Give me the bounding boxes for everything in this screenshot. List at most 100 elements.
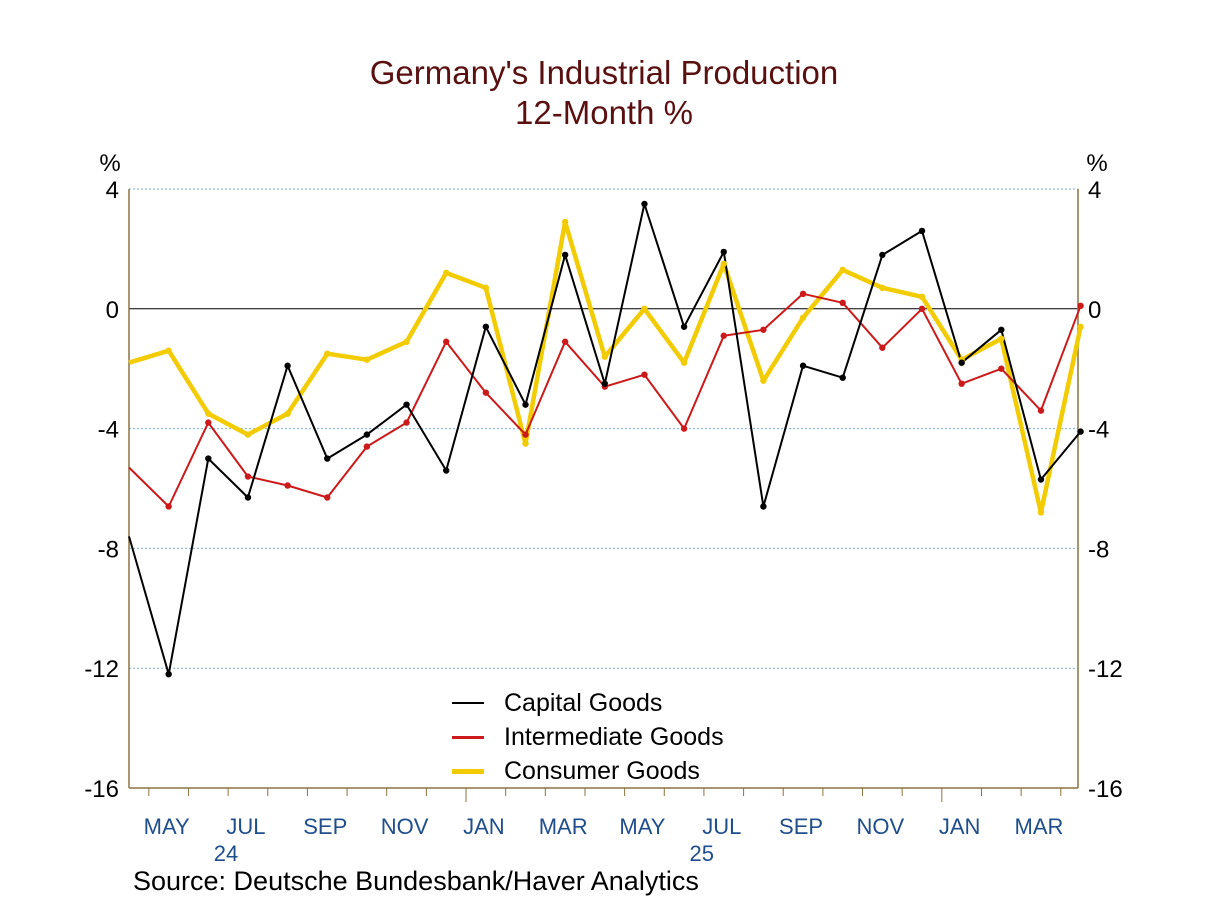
data-point-intermediate-goods bbox=[522, 431, 529, 438]
data-point-intermediate-goods bbox=[284, 482, 291, 489]
data-point-capital-goods bbox=[601, 380, 608, 387]
data-point-capital-goods bbox=[799, 362, 807, 369]
data-point-capital-goods bbox=[482, 323, 490, 330]
data-point-consumer-goods bbox=[879, 284, 886, 292]
legend-item-capital-goods: Capital Goods bbox=[452, 686, 724, 720]
y-unit-left: % bbox=[99, 150, 120, 177]
y-tick-label-left: -8 bbox=[98, 536, 119, 563]
data-point-capital-goods bbox=[165, 670, 172, 678]
data-point-consumer-goods bbox=[799, 314, 807, 321]
y-tick-label-right: -16 bbox=[1088, 776, 1123, 803]
data-point-consumer-goods bbox=[601, 353, 608, 360]
data-point-capital-goods bbox=[958, 359, 965, 366]
data-point-capital-goods bbox=[998, 326, 1005, 333]
data-point-consumer-goods bbox=[998, 335, 1005, 342]
data-point-capital-goods bbox=[205, 455, 212, 462]
data-point-intermediate-goods bbox=[1077, 302, 1084, 310]
legend-item-intermediate-goods: Intermediate Goods bbox=[452, 720, 724, 754]
data-point-capital-goods bbox=[641, 200, 648, 208]
data-point-intermediate-goods bbox=[561, 338, 569, 345]
data-point-consumer-goods bbox=[482, 284, 490, 292]
x-tick-label: MAR bbox=[1015, 814, 1064, 839]
legend-label-capital-goods: Capital Goods bbox=[504, 688, 663, 717]
series-line-consumer-goods bbox=[128, 219, 1083, 515]
legend-label-intermediate-goods: Intermediate Goods bbox=[504, 722, 724, 751]
data-point-capital-goods bbox=[839, 374, 846, 381]
data-point-consumer-goods bbox=[839, 266, 846, 274]
data-point-capital-goods bbox=[284, 362, 291, 369]
x-tick-label: NOV bbox=[857, 814, 905, 839]
data-point-intermediate-goods bbox=[1037, 407, 1045, 414]
legend-item-consumer-goods: Consumer Goods bbox=[452, 754, 724, 788]
x-tick-label: JUL bbox=[702, 814, 741, 839]
data-point-consumer-goods bbox=[403, 338, 410, 345]
x-tick-label: JAN bbox=[939, 814, 981, 839]
data-point-intermediate-goods bbox=[205, 419, 212, 426]
data-point-consumer-goods bbox=[324, 350, 331, 357]
data-point-capital-goods bbox=[324, 455, 331, 462]
data-point-intermediate-goods bbox=[720, 332, 727, 339]
legend-label-consumer-goods: Consumer Goods bbox=[504, 756, 700, 785]
y-unit-right: % bbox=[1086, 150, 1107, 177]
data-point-consumer-goods bbox=[443, 269, 450, 277]
data-point-capital-goods bbox=[1077, 428, 1084, 435]
data-point-capital-goods bbox=[680, 323, 688, 330]
data-point-intermediate-goods bbox=[363, 443, 371, 450]
data-point-capital-goods bbox=[720, 248, 727, 256]
data-point-capital-goods bbox=[363, 431, 371, 438]
y-tick-label-right: 0 bbox=[1088, 297, 1101, 324]
data-point-consumer-goods bbox=[284, 410, 291, 417]
x-tick-label: JAN bbox=[463, 814, 505, 839]
data-point-intermediate-goods bbox=[482, 389, 490, 396]
data-point-intermediate-goods bbox=[958, 380, 965, 387]
data-point-consumer-goods bbox=[760, 377, 767, 384]
y-tick-label-left: -16 bbox=[84, 776, 119, 803]
data-point-consumer-goods bbox=[244, 431, 252, 438]
data-point-capital-goods bbox=[244, 494, 252, 501]
data-point-capital-goods bbox=[443, 467, 450, 474]
legend-swatch-intermediate-goods bbox=[452, 735, 484, 739]
data-point-intermediate-goods bbox=[998, 365, 1005, 372]
data-point-intermediate-goods bbox=[799, 290, 807, 298]
data-point-intermediate-goods bbox=[244, 473, 252, 480]
data-point-consumer-goods bbox=[522, 440, 529, 447]
data-point-consumer-goods bbox=[1077, 323, 1084, 330]
y-tick-label-right: 4 bbox=[1088, 177, 1101, 204]
y-tick-label-left: 4 bbox=[106, 177, 119, 204]
legend-swatch-capital-goods bbox=[452, 702, 484, 704]
data-point-consumer-goods bbox=[363, 356, 371, 363]
legend: Capital Goods Intermediate Goods Consume… bbox=[452, 686, 724, 788]
x-tick-label: SEP bbox=[779, 814, 823, 839]
y-tick-label-left: -12 bbox=[84, 656, 119, 683]
x-year-label: 24 bbox=[214, 841, 238, 866]
data-point-intermediate-goods bbox=[839, 299, 846, 307]
data-point-consumer-goods bbox=[918, 293, 926, 301]
data-point-capital-goods bbox=[879, 251, 886, 259]
chart-title-line1: Germany's Industrial Production bbox=[369, 54, 839, 91]
chart-title-line2: 12-Month % bbox=[515, 94, 693, 131]
data-point-capital-goods bbox=[1037, 476, 1045, 483]
x-tick-label: MAR bbox=[539, 814, 588, 839]
data-point-consumer-goods bbox=[561, 218, 569, 226]
x-tick-label: JUL bbox=[226, 814, 265, 839]
data-point-capital-goods bbox=[522, 401, 529, 408]
data-point-consumer-goods bbox=[165, 347, 172, 354]
source-note: Source: Deutsche Bundesbank/Haver Analyt… bbox=[133, 866, 699, 896]
y-tick-label-right: -12 bbox=[1088, 656, 1123, 683]
data-point-intermediate-goods bbox=[165, 503, 172, 510]
y-tick-label-right: -8 bbox=[1088, 536, 1109, 563]
x-tick-label: SEP bbox=[303, 814, 347, 839]
data-point-intermediate-goods bbox=[760, 326, 767, 333]
data-point-capital-goods bbox=[561, 251, 569, 259]
data-point-intermediate-goods bbox=[324, 494, 331, 501]
data-point-consumer-goods bbox=[1037, 509, 1045, 516]
x-year-label: 25 bbox=[690, 841, 714, 866]
data-point-intermediate-goods bbox=[443, 338, 450, 345]
y-tick-label-left: -4 bbox=[98, 417, 119, 444]
data-point-capital-goods bbox=[403, 401, 410, 408]
legend-swatch-consumer-goods bbox=[452, 768, 484, 774]
y-tick-label-left: 0 bbox=[106, 297, 119, 324]
data-point-consumer-goods bbox=[641, 305, 648, 312]
data-point-intermediate-goods bbox=[918, 305, 926, 312]
